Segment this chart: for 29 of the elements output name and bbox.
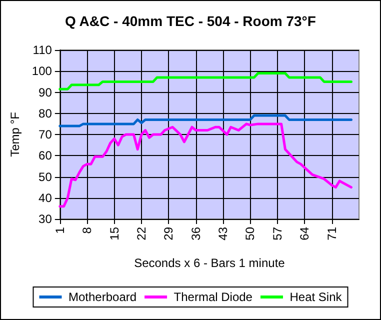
y-tick-label: 90: [38, 85, 52, 100]
x-tick-label: 22: [134, 226, 148, 240]
x-tick-label: 1: [52, 226, 67, 234]
x-tick-label: 15: [107, 226, 122, 240]
y-tick-label: 70: [38, 128, 52, 142]
y-tick-label: 30: [38, 212, 52, 226]
y-axis-title: Temp °F: [8, 112, 22, 157]
x-tick-label: 29: [162, 226, 176, 240]
y-tick-label: 80: [38, 106, 52, 120]
x-tick-label: 43: [216, 226, 230, 240]
line-series: [58, 72, 352, 90]
y-tick-label: 110: [32, 43, 52, 57]
y-tick-label: 50: [38, 170, 52, 184]
legend-label: Thermal Diode: [174, 290, 253, 304]
legend-label: Heat Sink: [290, 290, 343, 304]
x-axis-title: Seconds x 6 - Bars 1 minute: [134, 256, 286, 270]
y-tick-label: 60: [38, 148, 52, 163]
x-tick-label: 71: [324, 226, 339, 240]
chart-title: Q A&C - 40mm TEC - 504 - Room 73°F: [65, 13, 316, 29]
x-tick-label: 8: [80, 226, 94, 234]
x-tick-label: 64: [298, 226, 312, 240]
line-series: [58, 114, 352, 128]
legend-label: Motherboard: [68, 290, 137, 304]
y-tick-label: 100: [32, 64, 52, 78]
x-tick-label: 50: [243, 226, 258, 240]
y-tick-label: 40: [38, 190, 52, 205]
x-tick-label: 57: [270, 226, 284, 240]
line-series: [58, 122, 352, 208]
x-tick-label: 36: [188, 226, 203, 240]
